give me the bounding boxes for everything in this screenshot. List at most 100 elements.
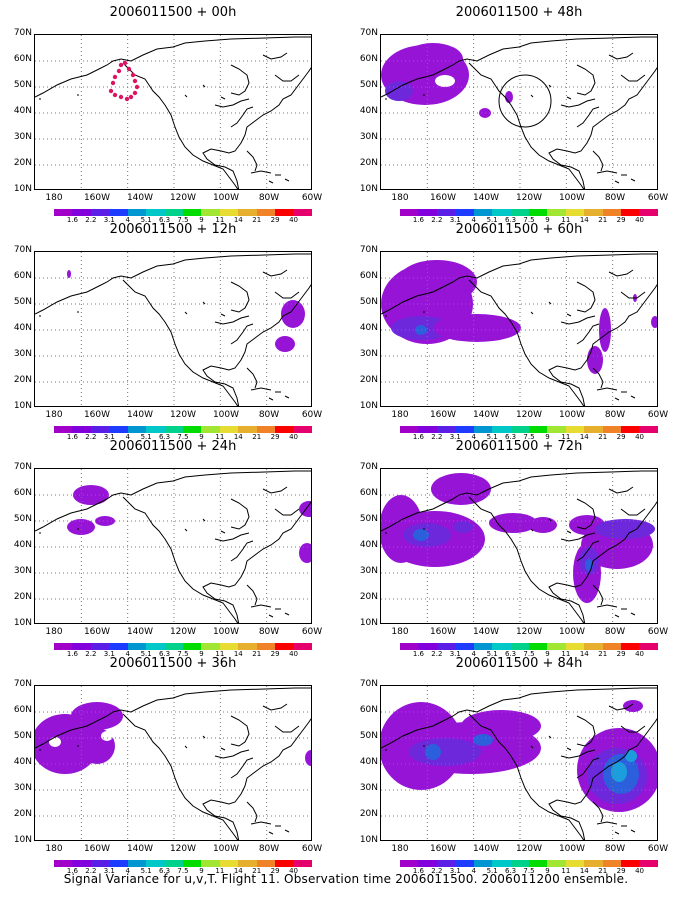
map-frame (380, 34, 658, 190)
lat-label: 30N (13, 349, 32, 359)
coastline (381, 253, 657, 406)
coastline (35, 687, 311, 840)
lon-label: 140W (472, 193, 500, 203)
colorbar-label: 29 (270, 433, 280, 441)
colorbar-label: 21 (252, 867, 262, 875)
colorbar-label: 9 (199, 867, 204, 875)
variance-contour-purple (299, 501, 311, 517)
colorbar-swatch (127, 209, 147, 216)
colorbar-swatch (565, 209, 585, 216)
colorbar (400, 860, 658, 867)
lon-label: 60W (647, 193, 669, 203)
colorbar (54, 426, 312, 433)
colorbar-swatch (72, 643, 91, 650)
colorbar-swatch (72, 860, 91, 867)
colorbar-label: 7.5 (177, 650, 189, 658)
colorbar-label: 14 (233, 650, 243, 658)
colorbar-label: 11 (215, 433, 225, 441)
colorbar-swatch (528, 643, 548, 650)
map-frame (34, 685, 312, 841)
colorbar-label: 3.1 (449, 216, 461, 224)
colorbar-label: 5.1 (140, 216, 152, 224)
colorbar-swatch (547, 643, 566, 650)
lat-label: 20N (13, 158, 32, 168)
variance-contour-blue (473, 734, 493, 746)
colorbar-label: 6.3 (158, 216, 171, 224)
colorbar-label: 6.3 (158, 433, 171, 441)
lon-label: 80W (258, 193, 280, 203)
lon-label: 60W (647, 844, 669, 854)
colorbar-label: 7.5 (523, 216, 535, 224)
variance-contour-purple (95, 516, 115, 526)
lat-label: 10N (359, 401, 378, 411)
colorbar-label: 6.3 (504, 216, 517, 224)
variance-contour-cyan (625, 750, 637, 762)
colorbar-swatch (54, 643, 73, 650)
colorbar-swatch (72, 426, 91, 433)
colorbar-swatch (164, 860, 183, 867)
colorbar-label: 6.3 (158, 867, 171, 875)
colorbar-label: 4 (471, 650, 476, 658)
variance-contour-purple (403, 43, 463, 75)
lat-label: 20N (359, 158, 378, 168)
colorbar-swatch (492, 643, 511, 650)
lat-label: 10N (13, 184, 32, 194)
lon-label: 100W (212, 193, 240, 203)
lon-label: 60W (301, 627, 323, 637)
lat-label: 30N (359, 783, 378, 793)
variance-contour-purple (35, 714, 99, 774)
lon-label: 60W (647, 410, 669, 420)
colorbar-label: 40 (635, 867, 645, 875)
colorbar-label: 40 (289, 216, 299, 224)
colorbar-swatch (275, 426, 294, 433)
lat-label: 20N (13, 375, 32, 385)
variance-contour-purple (489, 513, 537, 533)
colorbar-swatch (565, 643, 585, 650)
variance-contour-purple (71, 702, 123, 730)
variance-contour-blue (413, 529, 429, 541)
colorbar-label: 14 (579, 650, 589, 658)
lat-label: 60N (13, 271, 32, 281)
colorbar-swatch (436, 209, 456, 216)
lon-label: 80W (258, 410, 280, 420)
colorbar-swatch (400, 643, 419, 650)
colorbar-swatch (146, 860, 165, 867)
colorbar-swatch (164, 426, 183, 433)
coastline (35, 253, 311, 406)
lat-label: 60N (359, 488, 378, 498)
lon-label: 180 (391, 627, 409, 637)
colorbar-swatch (602, 860, 622, 867)
observation-dot (118, 94, 124, 100)
lon-label: 80W (258, 627, 280, 637)
lon-label: 140W (472, 410, 500, 420)
lat-label: 60N (359, 54, 378, 64)
colorbar-label: 40 (635, 433, 645, 441)
colorbar-label: 1.6 (412, 867, 424, 875)
lon-label: 100W (558, 193, 586, 203)
map-frame (380, 468, 658, 624)
lon-label: 160W (83, 193, 111, 203)
lon-label: 60W (301, 410, 323, 420)
lat-label: 10N (359, 835, 378, 845)
lon-label: 120W (169, 193, 197, 203)
colorbar-swatch (201, 643, 220, 650)
lat-label: 50N (359, 731, 378, 741)
colorbar-swatch (109, 643, 128, 650)
colorbar-swatch (164, 643, 183, 650)
colorbar-swatch (275, 860, 294, 867)
lat-label: 40N (13, 106, 32, 116)
observation-dot (124, 96, 130, 102)
colorbar-swatch (400, 860, 419, 867)
colorbar-label: 40 (289, 650, 299, 658)
observation-dot (116, 68, 122, 74)
colorbar-swatch (109, 860, 128, 867)
lon-label: 120W (515, 844, 543, 854)
colorbar-swatch (639, 209, 658, 216)
map-panel-48h: 2006011500 + 48h 70N 60N 50N 40N 30N 20N 10N 180… (346, 5, 676, 224)
colorbar-label: 29 (616, 650, 626, 658)
colorbar-swatch (90, 426, 110, 433)
lat-label: 70N (13, 462, 32, 472)
observation-dot (122, 60, 128, 66)
colorbar-label: 4 (471, 216, 476, 224)
colorbar-label: 14 (579, 216, 589, 224)
